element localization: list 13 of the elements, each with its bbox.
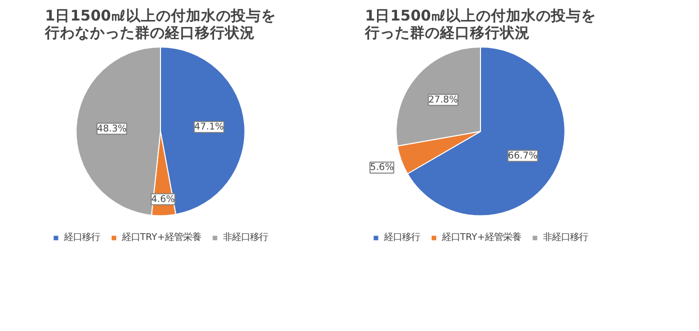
data-label: 4.6%: [151, 194, 176, 205]
legend-label: 経口移行: [64, 231, 100, 244]
data-label: 5.6%: [370, 162, 394, 174]
legend-label: 経口TRY+経管栄養: [122, 231, 202, 244]
data-label: 27.8%: [428, 94, 458, 106]
chart-title: 1日1500㎖以上の付加水の投与を行わなかった群の経口移行状況: [44, 8, 276, 42]
legend-label: 非経口移行: [223, 231, 268, 244]
data-label: 48.3%: [97, 123, 127, 134]
chart-title: 1日1500㎖以上の付加水の投与を行った群の経口移行状況: [364, 8, 596, 42]
data-label: 47.1%: [194, 121, 224, 132]
legend-label: 非経口移行: [543, 231, 588, 244]
legend-label: 経口TRY+経管栄養: [442, 231, 522, 244]
legend-label: 経口移行: [384, 231, 420, 244]
